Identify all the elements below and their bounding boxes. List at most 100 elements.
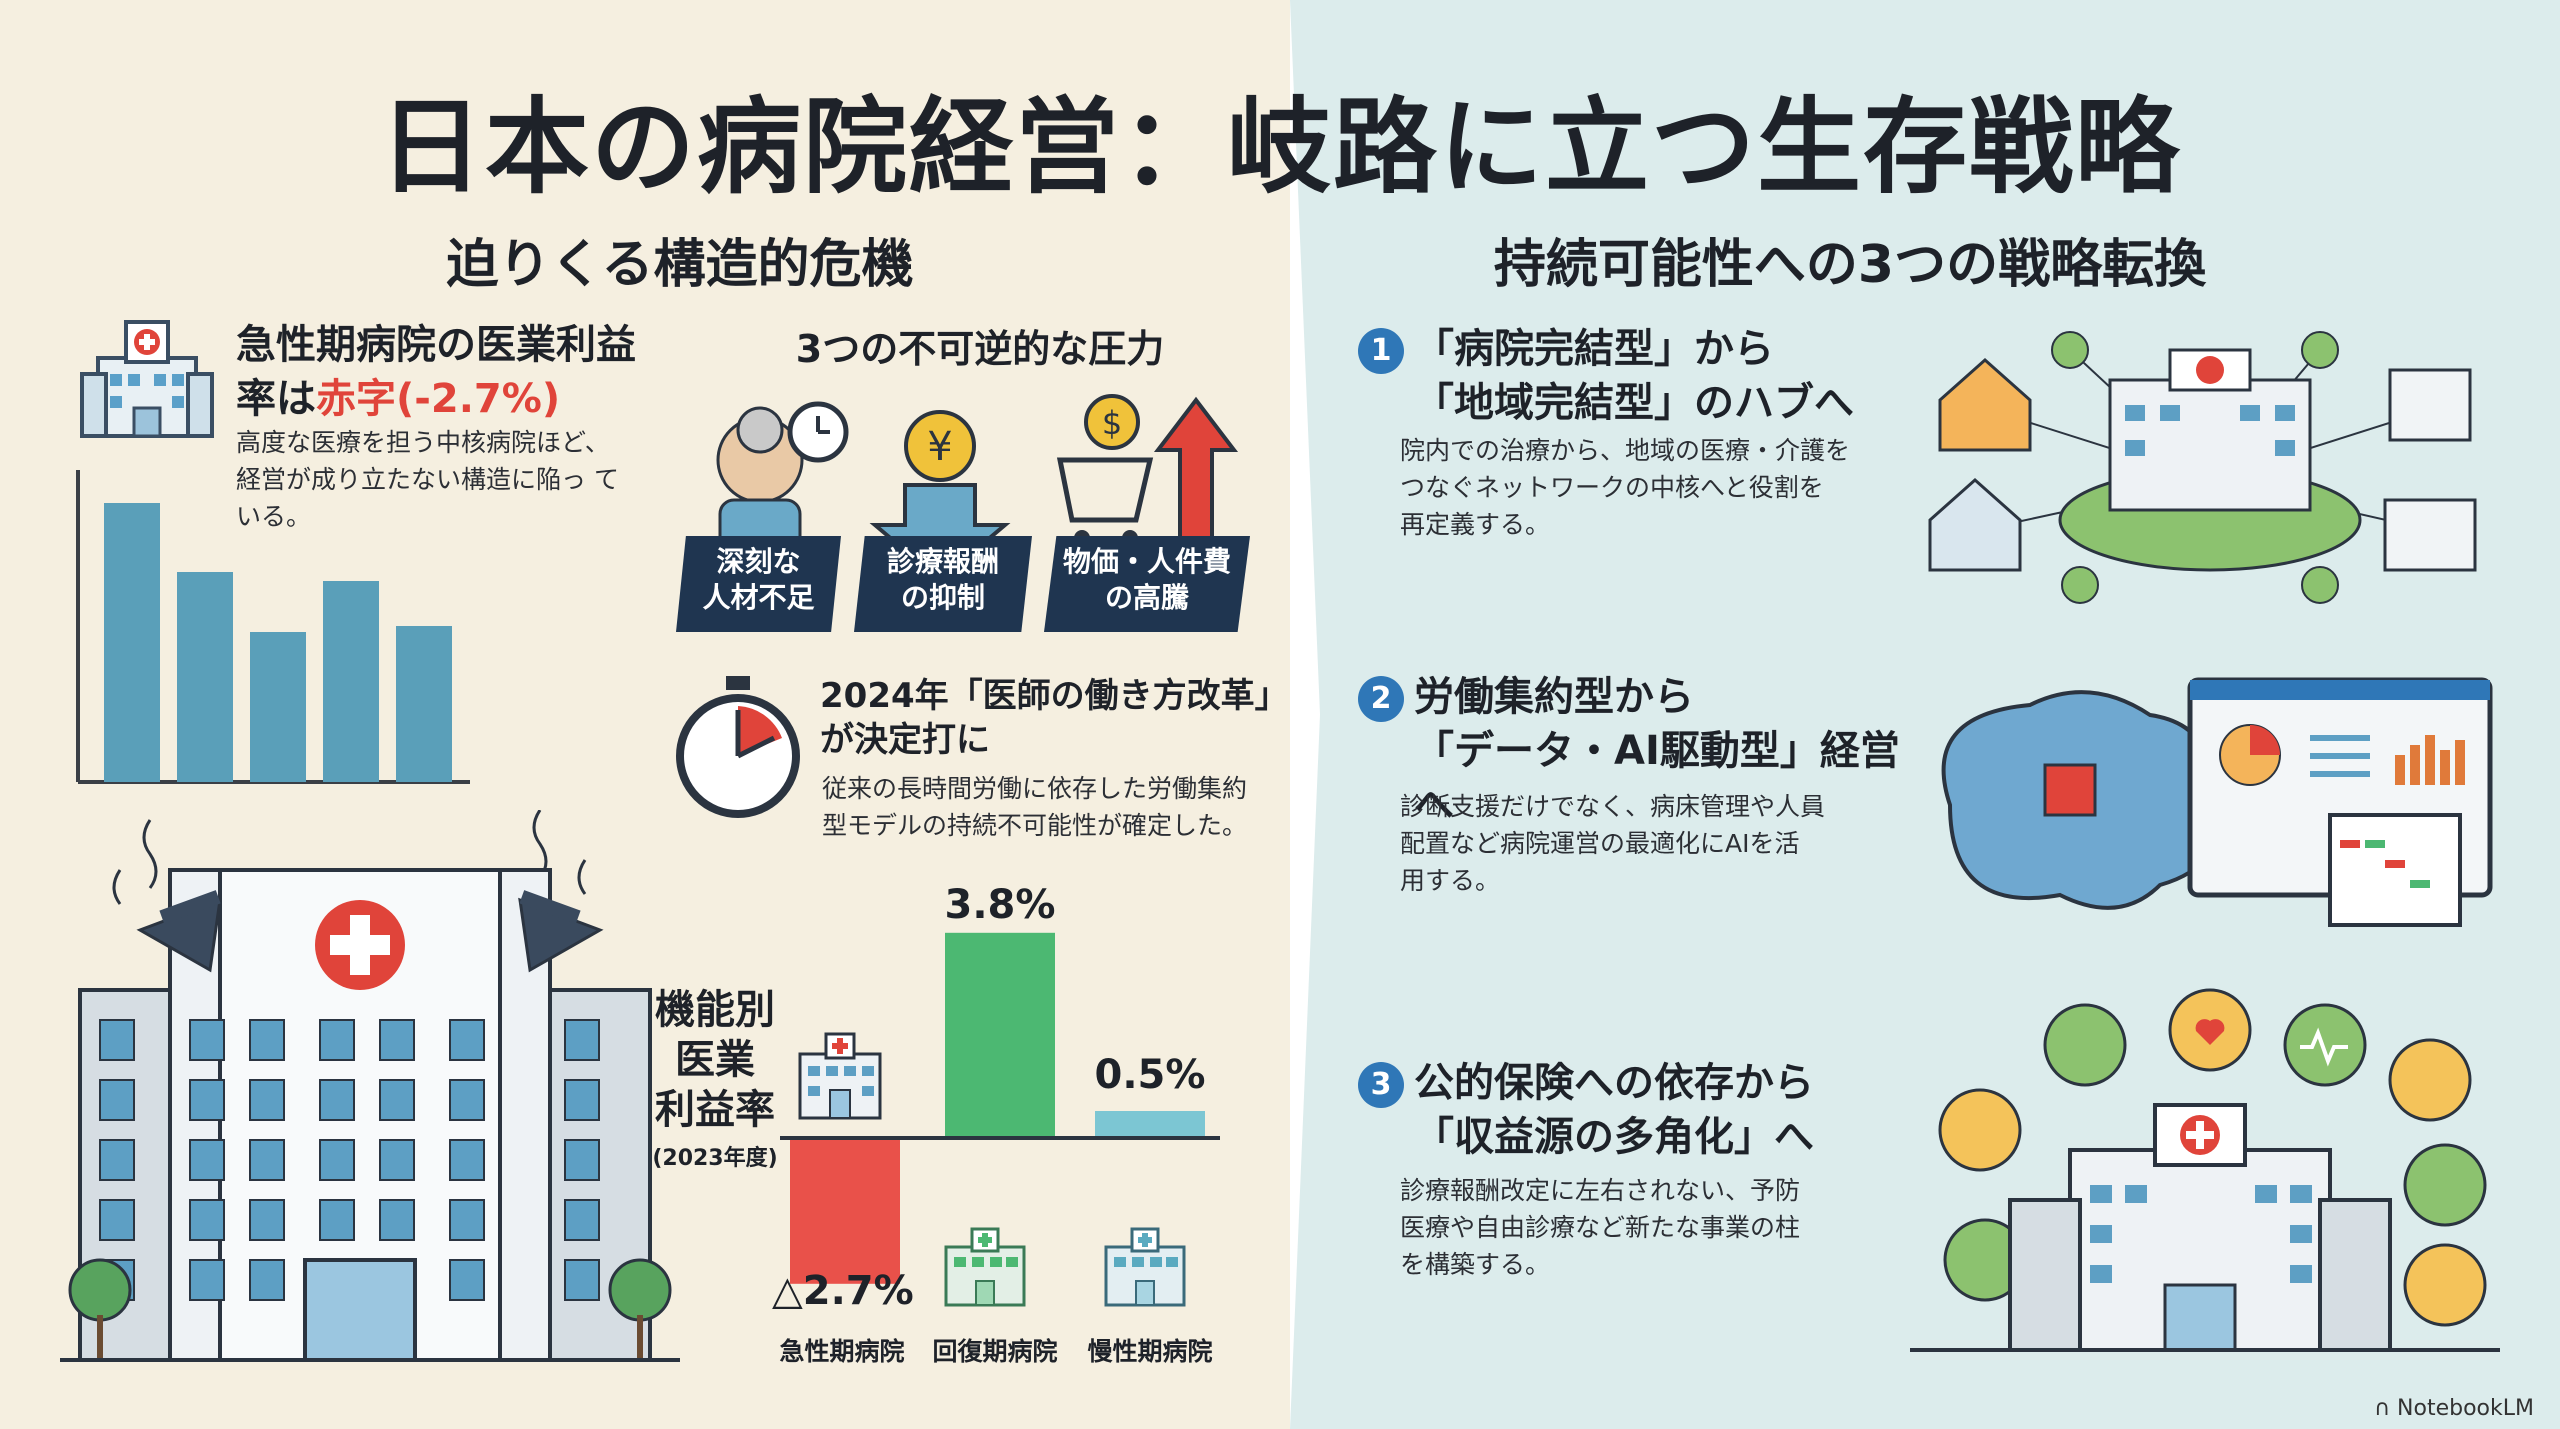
pressure-label-line: 物価・人件費 (1062, 545, 1231, 578)
window (99, 1019, 135, 1061)
margin-by-function-chart (780, 932, 1220, 1284)
pressure-label-line: 深刻な (716, 545, 801, 578)
reform-description-line: 型モデルの持続不可能性が確定した。 (822, 811, 1248, 840)
window (249, 1259, 285, 1301)
left-heading: 迫りくる構造的危機 (446, 235, 914, 295)
right-heading: 持続可能性への3つの戦略転換 (1493, 235, 2207, 295)
home-care-icon (2043, 1003, 2127, 1087)
chart-title-line: 医業 (675, 1037, 755, 1083)
shopping-cart-icon (1056, 457, 1154, 523)
window (319, 1019, 355, 1061)
strategy-title-line: 労働集約型から (1414, 674, 1694, 720)
strategy-description-line: 再定義する。 (1400, 510, 1551, 539)
notebooklm-icon: ∩ (2373, 1396, 2398, 1421)
reform-description-line: 従来の長時間労働に依存した労働集約 (822, 774, 1248, 803)
hospital-icon (798, 1032, 882, 1120)
window (449, 1139, 485, 1181)
pressure-plate-1: 深刻な 人材不足 (676, 536, 841, 632)
svg-text:¥: ¥ (927, 424, 952, 470)
chart-category-label: 急性期病院 (779, 1337, 905, 1366)
table-icon (2328, 813, 2462, 927)
window (319, 1079, 355, 1121)
chip-icon (2043, 763, 2097, 817)
reform-title-line: が決定打に (820, 720, 990, 760)
consultation-icon (2403, 1243, 2487, 1327)
strategy-description-line: 院内での治療から、地域の医療・介護を (1400, 436, 1851, 465)
window (249, 1199, 285, 1241)
window (189, 1139, 225, 1181)
strategy-description-line: 医療や自由診療など新たな事業の柱 (1400, 1213, 1801, 1242)
strategy-title-line: 「収益源の多角化」へ (1414, 1114, 1814, 1160)
chart-bar-3 (1095, 1111, 1205, 1138)
chart-category-label: 回復期病院 (932, 1337, 1058, 1366)
yen-coin-icon (904, 410, 976, 482)
reform-title: 2024年「医師の働き方改革」 が決定打に (820, 674, 1289, 762)
pressure-label-line: 人材不足 (702, 581, 815, 614)
window (99, 1199, 135, 1241)
strategy-description-line: 診療報酬改定に左右されない、予防 (1400, 1176, 1801, 1205)
margin-description-line: 高度な医療を担う中核病院ほど、 (236, 428, 610, 457)
svg-text:$: $ (1102, 404, 1122, 442)
margin-deficit-highlight: 赤字(-2.7%) (316, 376, 561, 422)
margin-title: 急性期病院の医業利益 率は赤字(-2.7%) (236, 318, 676, 426)
decline-bar (323, 581, 379, 782)
window (99, 1139, 135, 1181)
reform-title-line: 2024年「医師の働き方改革」 (820, 676, 1289, 716)
pressure-plate-3: 物価・人件費 の高騰 (1044, 536, 1250, 632)
window (319, 1199, 355, 1241)
dollar-coin-icon (1084, 394, 1140, 450)
strategy-description: 院内での治療から、地域の医療・介護を つなぐネットワークの中核へと役割を 再定義… (1400, 432, 1920, 543)
window (449, 1199, 485, 1241)
window (319, 1139, 355, 1181)
strategy-number-badge: 3 (1358, 1062, 1404, 1108)
hospital-icon (80, 320, 214, 438)
window (379, 1139, 415, 1181)
strategy-description: 診断支援だけでなく、病床管理や人員 配置など病院運営の最適化にAIを活 用する。 (1400, 788, 1920, 899)
clinic-icon (2388, 368, 2472, 442)
chart-subtitle: (2023年度) (652, 1146, 778, 1171)
strategy-description: 診療報酬改定に左右されない、予防 医療や自由診療など新たな事業の柱 を構築する。 (1400, 1172, 1920, 1283)
notebooklm-watermark: ∩ NotebookLM (2374, 1396, 2534, 1421)
regional-network-hub-illustration (1928, 331, 2477, 604)
decline-bar (177, 572, 233, 782)
chart-category-label: 慢性期病院 (1087, 1337, 1213, 1366)
strategy-title: 公的保険への依存から 「収益源の多角化」へ (1414, 1056, 1934, 1164)
strategy-number-badge: 1 (1358, 328, 1404, 374)
hospital-icon (1104, 1227, 1186, 1307)
strategy-description-line: 用する。 (1400, 866, 1501, 895)
house-icon (1928, 477, 2022, 572)
margin-title-part1: 急性期病院の医業利益 (236, 322, 636, 368)
chart-bar-1 (790, 1138, 900, 1284)
window (449, 1019, 485, 1061)
revenue-diversification-illustration (1910, 988, 2500, 1352)
strategy-title-line: 「病院完結型」から (1414, 326, 1774, 372)
decline-bar (396, 626, 452, 782)
strategy-title-line: 「地域完結型」のハブへ (1414, 380, 1854, 426)
window (449, 1259, 485, 1301)
window (189, 1079, 225, 1121)
doctor-icon (1938, 1088, 2022, 1172)
window (189, 1019, 225, 1061)
pressure-plate-2: 診療報酬 の抑制 (854, 536, 1032, 632)
watermark-text: NotebookLM (2397, 1396, 2534, 1421)
window (249, 1079, 285, 1121)
stopwatch-icon (676, 676, 800, 818)
window (99, 1079, 135, 1121)
hospital-icon (944, 1227, 1026, 1307)
window (564, 1199, 600, 1241)
delivery-icon (2403, 1143, 2487, 1227)
window (449, 1079, 485, 1121)
window (379, 1199, 415, 1241)
margin-title-part2: 率は (236, 376, 316, 422)
pressure-label-line: の高騰 (1104, 581, 1189, 614)
pressure-label-line: の抑制 (900, 581, 985, 614)
chart-value-label: 0.5% (1094, 1052, 1206, 1098)
telemedicine-icon (2388, 1038, 2472, 1122)
window (249, 1019, 285, 1061)
chart-title: 機能別 医業 利益率 (650, 985, 780, 1135)
crisis-hospital-illustration (60, 810, 680, 1362)
decline-bar (104, 503, 160, 782)
clinic-icon (2383, 498, 2477, 572)
reform-description: 従来の長時間労働に依存した労働集約 型モデルの持続不可能性が確定した。 (822, 770, 1282, 844)
strategy-description-line: 配置など病院運営の最適化にAIを活 (1400, 829, 1800, 858)
